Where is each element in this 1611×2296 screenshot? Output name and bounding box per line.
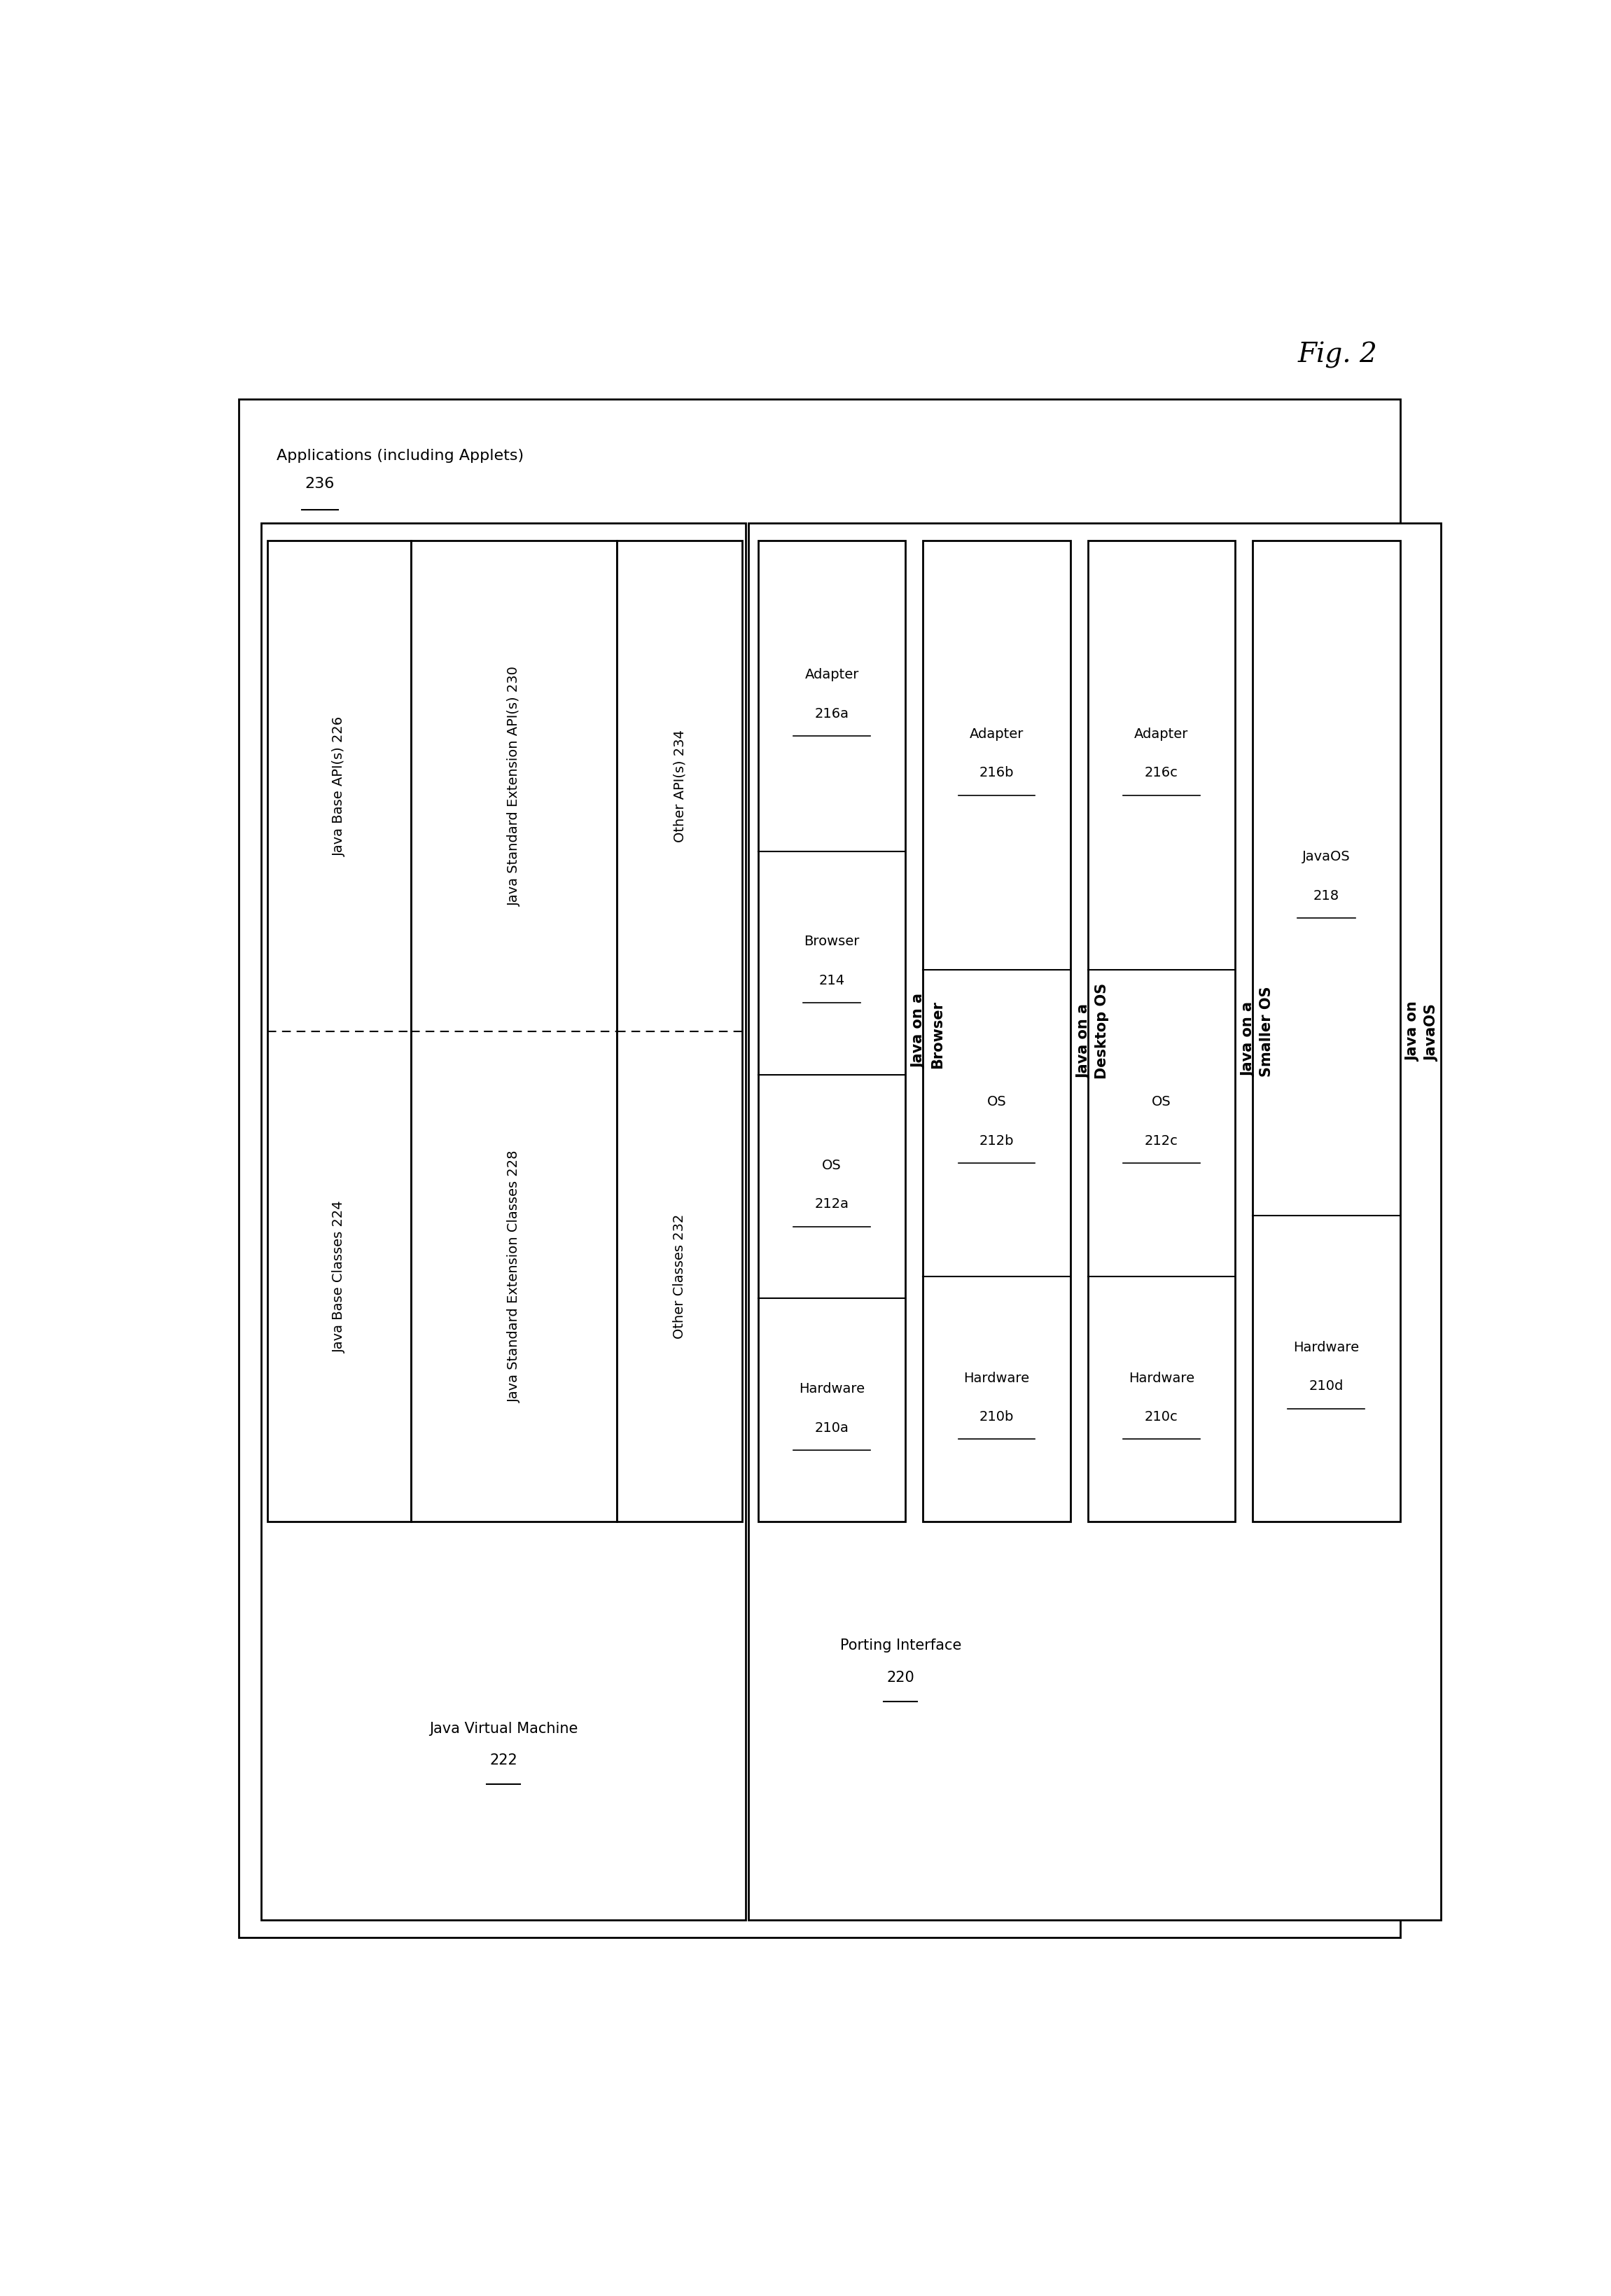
- Bar: [617, 540, 743, 1522]
- Text: 210c: 210c: [1145, 1410, 1178, 1424]
- Text: 210a: 210a: [815, 1421, 849, 1435]
- Text: Hardware: Hardware: [1294, 1341, 1360, 1355]
- Bar: [238, 400, 1400, 1938]
- Text: JavaOS: JavaOS: [1302, 850, 1350, 863]
- Text: Fig. 2: Fig. 2: [1298, 342, 1377, 367]
- Text: Java Base API(s) 226: Java Base API(s) 226: [333, 716, 346, 856]
- Bar: [759, 540, 905, 1522]
- Text: Adapter: Adapter: [970, 728, 1023, 742]
- Text: Applications (including Applets): Applications (including Applets): [277, 448, 524, 464]
- Text: Other Classes 232: Other Classes 232: [673, 1215, 686, 1339]
- Text: 222: 222: [490, 1754, 517, 1768]
- Text: Browser: Browser: [804, 934, 860, 948]
- Text: 210b: 210b: [979, 1410, 1013, 1424]
- Text: Java Virtual Machine: Java Virtual Machine: [429, 1722, 578, 1736]
- Text: Java on a
Smaller OS: Java on a Smaller OS: [1242, 985, 1274, 1077]
- Text: Java on a
Browser: Java on a Browser: [912, 994, 944, 1068]
- Text: 210d: 210d: [1310, 1380, 1344, 1394]
- Text: Java Base Classes 224: Java Base Classes 224: [333, 1201, 346, 1352]
- Text: OS: OS: [1152, 1095, 1171, 1109]
- Text: Java on a
Desktop OS: Java on a Desktop OS: [1076, 983, 1108, 1079]
- Text: 216a: 216a: [815, 707, 849, 721]
- Text: OS: OS: [822, 1159, 841, 1171]
- Bar: [1253, 540, 1400, 1522]
- Text: 236: 236: [304, 478, 335, 491]
- Bar: [411, 540, 617, 1522]
- Text: 212c: 212c: [1145, 1134, 1178, 1148]
- Text: 216b: 216b: [979, 767, 1013, 781]
- Text: Adapter: Adapter: [806, 668, 859, 682]
- Text: 214: 214: [818, 974, 844, 987]
- Text: Porting Interface: Porting Interface: [839, 1639, 962, 1653]
- Bar: [261, 523, 746, 1919]
- Text: Java Standard Extension API(s) 230: Java Standard Extension API(s) 230: [507, 666, 520, 907]
- Text: Java on
JavaOS: Java on JavaOS: [1406, 1001, 1439, 1061]
- Text: 212a: 212a: [815, 1199, 849, 1210]
- Text: Hardware: Hardware: [1129, 1371, 1194, 1384]
- Text: OS: OS: [988, 1095, 1007, 1109]
- Text: 216c: 216c: [1145, 767, 1178, 781]
- Text: Java Standard Extension Classes 228: Java Standard Extension Classes 228: [507, 1150, 520, 1403]
- Text: Adapter: Adapter: [1134, 728, 1189, 742]
- Text: Hardware: Hardware: [799, 1382, 865, 1396]
- Bar: [923, 540, 1070, 1522]
- Text: 212b: 212b: [979, 1134, 1013, 1148]
- Text: 218: 218: [1313, 889, 1339, 902]
- Text: Hardware: Hardware: [963, 1371, 1029, 1384]
- Text: 220: 220: [886, 1671, 915, 1685]
- Text: Other API(s) 234: Other API(s) 234: [673, 730, 686, 843]
- Bar: [748, 523, 1442, 1919]
- Bar: [1087, 540, 1236, 1522]
- Bar: [267, 540, 411, 1522]
